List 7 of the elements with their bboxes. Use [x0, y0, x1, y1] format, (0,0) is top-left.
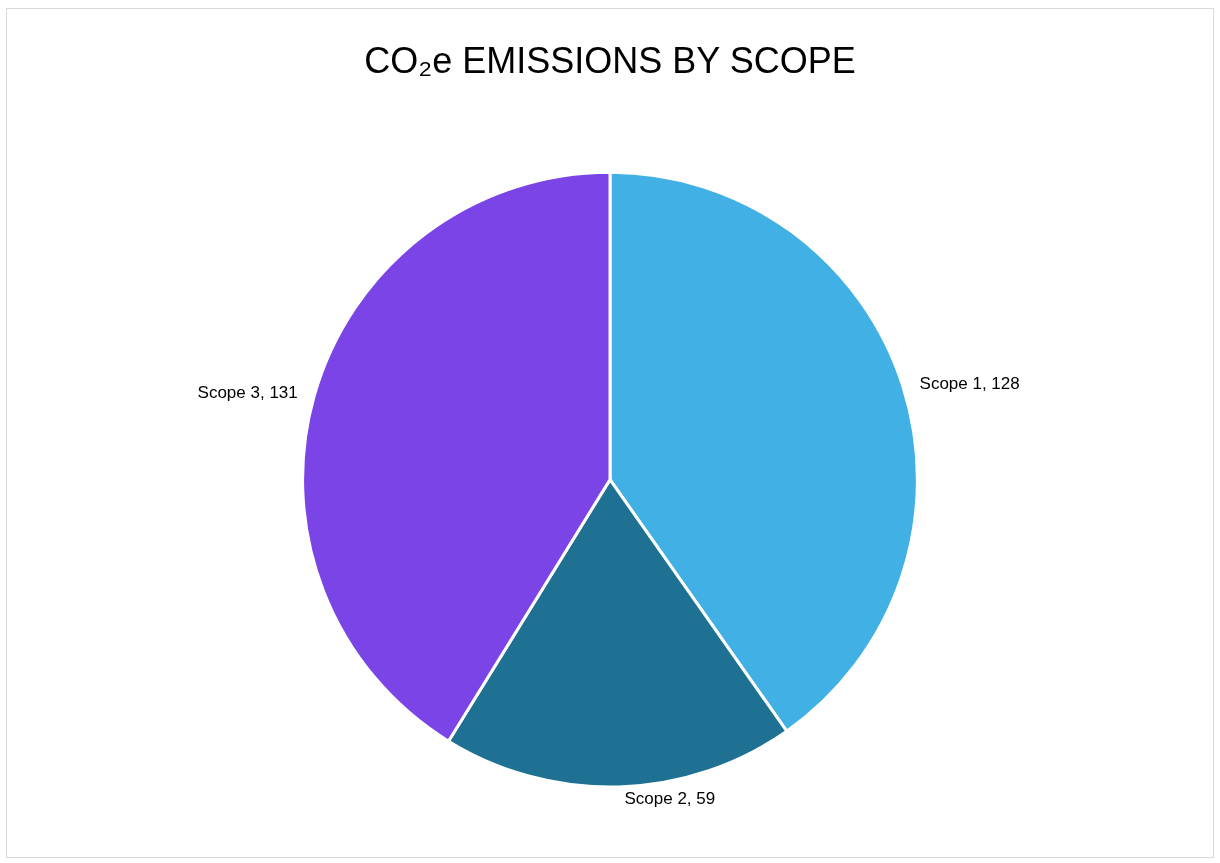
slice-label: Scope 1 [919, 373, 982, 393]
slice-label: Scope 2 [624, 789, 687, 809]
data-label: , 59 [686, 789, 716, 809]
chart-title: CO₂e EMISSIONS BY SCOPE [364, 39, 856, 81]
data-label: , 131 [259, 382, 298, 402]
data-label: , 128 [981, 373, 1020, 393]
slice-label: Scope 3 [197, 382, 260, 402]
